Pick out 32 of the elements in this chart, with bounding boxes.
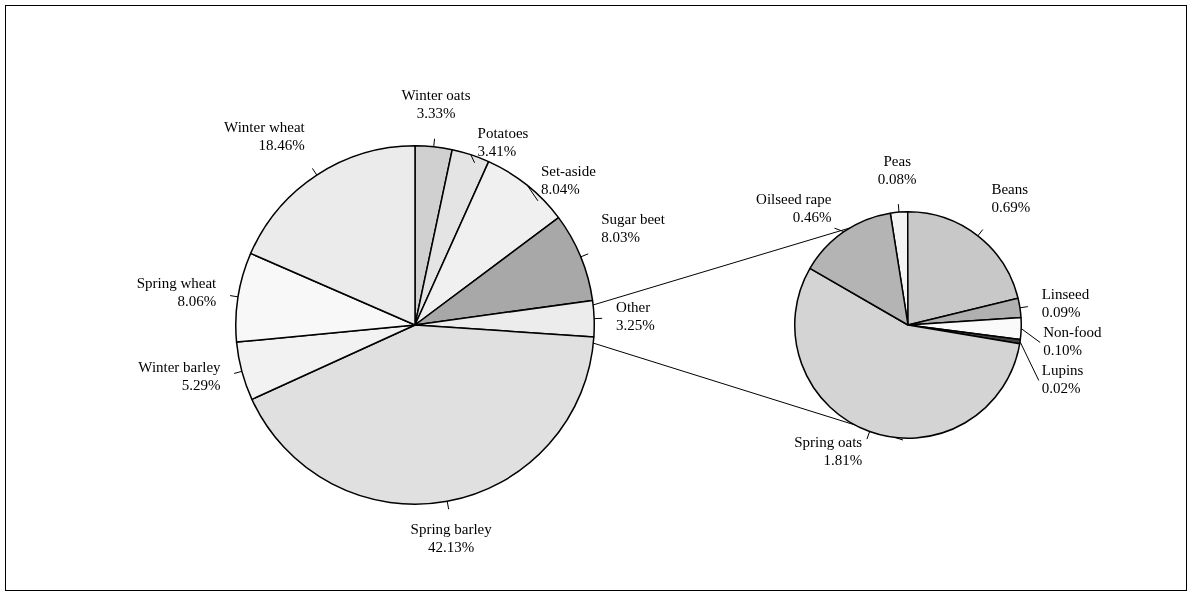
slice-label: Potatoes: [477, 125, 529, 142]
slice-label: Winter wheat: [224, 119, 306, 136]
slice-label: Peas: [883, 152, 912, 169]
slice-label: Other: [616, 299, 651, 316]
data-label: 3.25%: [616, 317, 655, 334]
slice-label: Non-food: [1043, 323, 1103, 340]
slice-label: Spring wheat: [136, 274, 218, 291]
data-label: 3.41%: [477, 143, 517, 160]
data-label: 42.13%: [428, 539, 475, 556]
data-label: 0.10%: [1043, 341, 1082, 358]
slice-label: Beans: [991, 180, 1029, 197]
slice-label: Oilseed rape: [756, 190, 832, 207]
data-label: 8.06%: [177, 292, 217, 309]
data-label: 0.08%: [877, 170, 917, 187]
data-label: 1.81%: [823, 451, 863, 468]
data-label: 8.03%: [601, 228, 640, 245]
slice-label: Lupins: [1041, 361, 1084, 378]
data-label: 0.02%: [1041, 379, 1081, 396]
data-label: 0.09%: [1041, 303, 1081, 320]
slice-label: Spring barley: [410, 521, 493, 538]
data-label: 3.33%: [416, 105, 456, 122]
data-label: 0.46%: [792, 208, 832, 225]
slice-label: Winter barley: [138, 358, 222, 375]
data-label: 0.69%: [991, 198, 1031, 215]
slice-label: Linseed: [1041, 285, 1090, 302]
data-label: 5.29%: [181, 376, 221, 393]
data-label: 18.46%: [258, 137, 305, 154]
slice-label: Set-aside: [540, 163, 597, 180]
slice-label: Spring oats: [794, 433, 863, 450]
slice-label: Winter oats: [401, 87, 471, 104]
data-label: 8.04%: [540, 181, 580, 198]
slice-label: Sugar beet: [601, 210, 666, 227]
